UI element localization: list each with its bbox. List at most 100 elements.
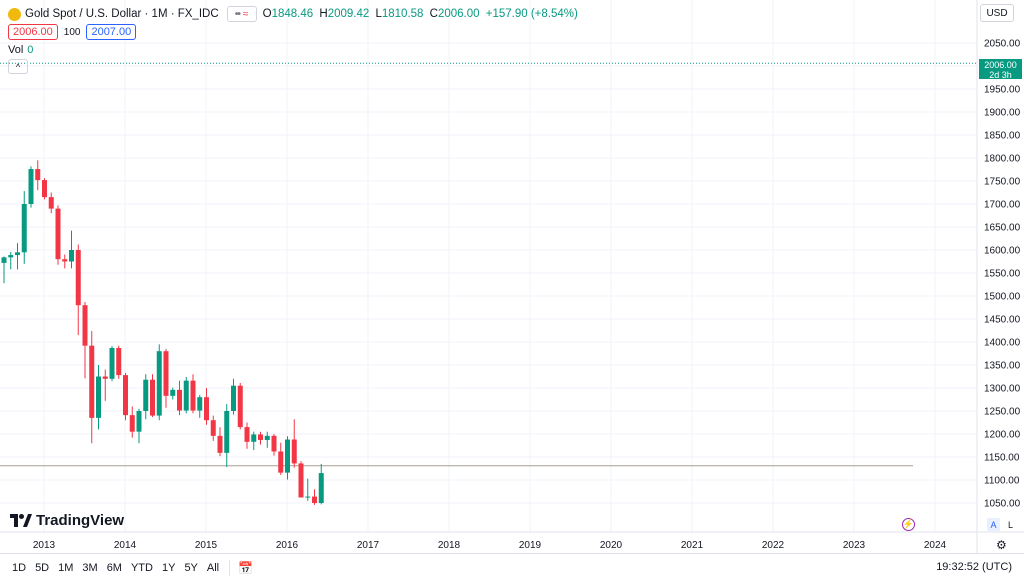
time-axis[interactable]: 2013 2014 2015 2016 2017 2018 2019 2020 2021 2022… [0,531,1024,551]
candle [264,431,270,448]
ohlc-low: 1810.58 [381,8,424,20]
bar-countdown: 2d 3h [989,70,1012,80]
candle-body [170,389,176,396]
price-axis[interactable]: 1050.00 1100.00 1150.00 1200.00 1250.00 1300.… [976,0,1021,553]
candle-body [177,389,182,411]
x-tick-label: 2019 [519,540,542,551]
range-3m-button[interactable]: 3M [82,561,98,574]
range-5d-button[interactable]: 5D [35,561,50,574]
candle [305,478,311,501]
candle-body [183,380,189,411]
candle-body [15,252,20,256]
candle-body [163,351,169,396]
candle [251,431,257,451]
candle-body [35,169,41,181]
candle [258,431,263,445]
x-tick-label: 2022 [762,540,785,551]
y-tick-label: 1600.00 [984,246,1021,257]
lightning-icon[interactable]: ⚡ [902,518,915,531]
candle [48,192,54,214]
candle-body [210,420,216,436]
candle-body [285,439,290,473]
candle-body [298,463,304,498]
candle [102,369,108,401]
candle [271,434,277,456]
x-tick-label: 2023 [843,540,866,551]
collapse-legend-button[interactable]: ^ [8,59,28,74]
candle [75,244,81,336]
range-1m-button[interactable]: 1M [58,561,74,574]
candle [55,205,61,265]
y-tick-label: 1850.00 [984,131,1021,142]
candle-body [224,411,230,453]
y-tick-label: 1250.00 [984,407,1021,418]
candle-body [75,250,81,306]
candle [82,301,88,379]
y-tick-label: 1550.00 [984,269,1021,280]
candle-body [278,451,284,473]
range-all-button[interactable]: All [206,561,220,574]
candle-body [305,496,311,498]
currency-button[interactable]: USD [980,4,1014,22]
wave-icon: ≈ [242,8,249,20]
candle-body [48,197,54,209]
candle-body [258,434,263,440]
candle-body [102,376,108,379]
range-1y-button[interactable]: 1Y [161,561,176,574]
ohlc-open: 1848.46 [271,8,314,20]
logo-text: TradingView [36,512,125,529]
candle [298,461,304,498]
tradingview-logo-icon [10,514,32,527]
candle [109,346,115,382]
candle [210,415,216,441]
candle-body [116,347,122,376]
range-5y-button[interactable]: 5Y [184,561,198,574]
range-ytd-button[interactable]: YTD [130,561,153,574]
candle-body [8,255,14,258]
range-1d-button[interactable]: 1D [12,561,27,574]
candle-body [264,435,270,440]
candlestick-chart[interactable]: 1050.00 1100.00 1150.00 1200.00 1250.00 1300.… [0,0,1024,553]
candle-body [69,250,74,262]
candle-body [217,435,223,453]
y-tick-label: 1750.00 [984,177,1021,188]
candle [318,463,324,505]
candle-body [244,427,250,442]
horizontal-line[interactable] [0,62,977,467]
candle-body [1,257,7,263]
range-6m-button[interactable]: 6M [106,561,122,574]
candle-body [251,434,257,442]
symbol-title[interactable]: Gold Spot / U.S. Dollar · 1M · FX_IDC [25,8,219,20]
ohlc-high: 2009.42 [327,8,370,20]
ohlc-key: O [262,8,272,20]
ohlc-key: L [375,8,382,20]
candle [143,374,149,420]
sell-price-button[interactable]: 2006.00 [8,24,58,40]
x-tick-label: 2015 [195,540,218,551]
settings-icon[interactable]: ⚙ [996,538,1007,552]
candle [278,442,284,475]
calendar-icon[interactable]: 📅 [238,560,254,575]
last-price-label: 2006.00 2d 3h [979,59,1022,80]
candle [163,348,169,408]
candle [224,404,230,468]
candle [123,372,128,421]
auto-scale-button[interactable]: A [987,518,1000,531]
buy-price-button[interactable]: 2007.00 [86,24,137,40]
candle [129,406,135,438]
candle [170,387,176,400]
utc-clock[interactable]: 19:32:52 (UTC) [936,561,1012,573]
candle-body [62,259,68,262]
log-scale-button[interactable]: L [1007,519,1013,530]
candles [1,160,324,505]
candle-body [312,496,317,503]
candle [116,345,122,379]
ohlc-key: C [429,8,438,20]
candle [136,408,142,444]
ohlc-key: H [319,8,328,20]
tradingview-logo[interactable]: TradingView [10,512,124,529]
indicator-toggle-button[interactable]: •• ≈ [226,6,257,22]
candle [156,344,162,421]
candle-body [28,169,34,204]
volume-label[interactable]: Vol [8,44,24,56]
